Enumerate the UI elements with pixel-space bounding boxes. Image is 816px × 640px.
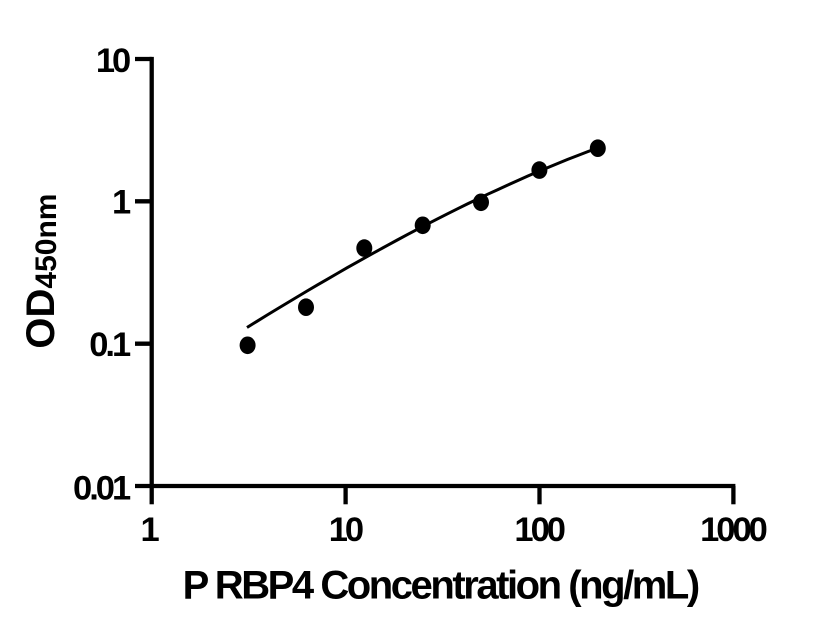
- svg-text:1: 1: [112, 184, 131, 222]
- svg-text:10: 10: [329, 511, 363, 549]
- svg-text:1: 1: [141, 511, 160, 549]
- svg-text:OD450nm: OD450nm: [19, 194, 63, 349]
- svg-text:1000: 1000: [700, 511, 767, 549]
- svg-text:P RBP4 Concentration (ng/mL): P RBP4 Concentration (ng/mL): [183, 563, 699, 607]
- svg-text:100: 100: [514, 511, 564, 549]
- svg-text:0.1: 0.1: [89, 326, 131, 364]
- svg-text:10: 10: [96, 42, 130, 80]
- svg-text:0.01: 0.01: [73, 469, 131, 507]
